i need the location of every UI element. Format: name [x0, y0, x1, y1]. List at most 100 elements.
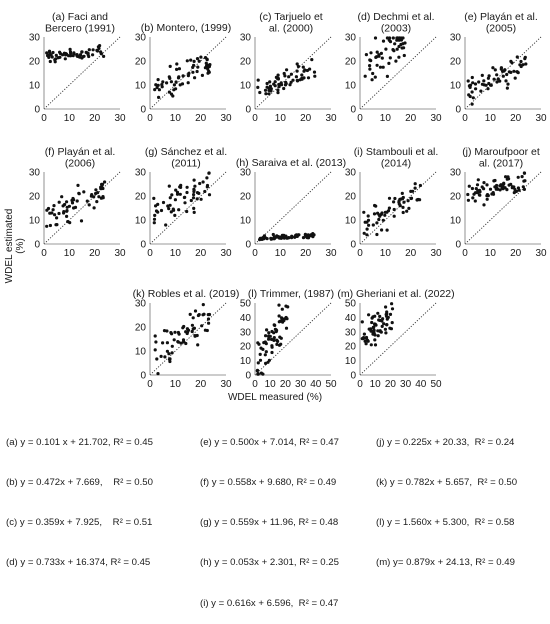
panel-m-data-point	[362, 332, 366, 336]
panel-m-y-tick-label: 0	[350, 371, 356, 382]
panel-i-data-point	[383, 213, 387, 217]
panel-m-y-tick-label: 40	[345, 313, 357, 324]
panel-m-data-point	[390, 321, 394, 325]
panel-g-data-point	[178, 192, 182, 196]
panel-b-data-point	[181, 74, 185, 78]
panel-f-x-tick-label: 10	[64, 248, 76, 259]
panel-c-y-tick-label: 10	[240, 81, 252, 92]
panel-e-data-point	[513, 76, 517, 80]
panel-d-data-point	[388, 36, 392, 40]
panel-f-x-tick-label: 0	[41, 248, 47, 259]
panel-b-data-point	[195, 69, 199, 74]
panel-a-data-point	[99, 50, 103, 54]
panel-a-data-point	[47, 55, 51, 60]
panel-j-data-point	[504, 175, 508, 179]
panel-m-x-tick-label: 0	[357, 379, 363, 390]
panel-j-data-point	[482, 181, 486, 185]
panel-g-data-point	[205, 176, 209, 180]
panel-g-data-point	[164, 223, 168, 227]
panel-g-x-tick-label: 10	[170, 248, 182, 259]
panel-b-data-point	[206, 67, 210, 71]
panel-d-data-point	[402, 53, 406, 58]
panel-a-data-point	[59, 52, 63, 56]
panel-h-x-tick-label: 10	[275, 248, 287, 259]
panel-a-data-point	[78, 53, 83, 57]
panel-m-data-point	[380, 324, 384, 328]
panel-g-data-point	[161, 200, 166, 205]
panel-m-data-point	[373, 314, 377, 318]
panel-m-data-point	[384, 331, 388, 335]
panel-e-data-point	[501, 74, 505, 78]
panel-c-data-point	[294, 75, 298, 79]
panel-k-data-point	[167, 357, 172, 361]
panel-c-data-point	[265, 81, 269, 86]
panel-i-y-tick-label: 0	[350, 240, 356, 251]
panel-e-x-tick-label: 30	[535, 113, 547, 124]
panel-l-data-point	[272, 338, 276, 342]
panel-c-data-point	[282, 86, 286, 91]
panel-d-data-point	[381, 39, 386, 43]
panel-j-data-point	[516, 175, 520, 179]
panel-j-data-point	[485, 183, 489, 187]
panel-k-data-point	[161, 341, 165, 345]
panel-l-data-point	[284, 326, 289, 330]
panel-e-data-point	[506, 82, 510, 86]
panel-m-data-point	[388, 312, 393, 316]
panel-b-data-point	[203, 66, 207, 70]
panel-f-data-point	[57, 211, 61, 216]
panel-c-data-point	[256, 78, 260, 82]
panel-m-data-point	[366, 339, 370, 343]
panel-e-data-point	[504, 79, 508, 83]
panel-g-x-tick-label: 30	[220, 248, 232, 259]
equation-j: (j) y = 0.225x + 20.33, R² = 0.24	[376, 436, 515, 448]
panel-c-data-point	[306, 76, 311, 80]
panel-j-y-tick-label: 30	[450, 168, 462, 179]
panel-l-data-point	[264, 350, 268, 354]
panel-i-data-point	[392, 207, 396, 212]
panel-k-data-point	[170, 344, 174, 348]
panel-h-data-point	[287, 236, 291, 240]
panel-k-data-point	[184, 341, 188, 346]
equation-k: (k) y = 0.782x + 5.657, R² = 0.50	[376, 477, 518, 489]
panel-k-data-point	[181, 326, 185, 330]
panel-j-x-tick-label: 30	[535, 248, 547, 259]
panel-e-data-point	[482, 79, 486, 83]
panel-d-data-point	[391, 48, 395, 52]
panel-c-data-point	[313, 74, 317, 78]
panel-h-data-point	[282, 233, 286, 237]
panel-l-data-point	[264, 361, 268, 365]
panel-l-x-tick-label: 50	[325, 379, 337, 390]
panel-m-data-point	[378, 314, 382, 318]
panel-m-data-point	[383, 327, 387, 331]
panel-m-x-tick-label: 50	[430, 379, 442, 390]
panel-f-data-point	[101, 186, 105, 191]
panel-j-data-point	[509, 182, 513, 186]
panel-b-data-point	[167, 90, 171, 94]
panel-l-data-point	[265, 328, 269, 332]
panel-g-data-point	[183, 201, 187, 205]
panel-g-data-point	[177, 208, 181, 212]
panel-c-data-point	[295, 69, 299, 73]
panel-f-data-point	[92, 206, 96, 210]
panel-k-y-tick-label: 10	[135, 347, 147, 358]
panel-b-data-point	[185, 59, 189, 63]
panel-c-data-point	[277, 85, 281, 89]
panel-i-data-point	[413, 182, 417, 186]
panel-k-data-point	[195, 333, 199, 338]
panel-e-data-point	[523, 57, 527, 61]
panel-a-x-tick-label: 10	[64, 113, 76, 124]
panel-k-data-point	[162, 329, 167, 333]
panel-i-y-tick-label: 30	[345, 168, 357, 179]
panel-g-data-point	[192, 206, 196, 210]
panel-j-data-point	[485, 194, 489, 198]
x-axis-label: WDEL measured (%)	[227, 392, 323, 403]
panel-g-data-point	[182, 195, 186, 200]
panel-c-data-point	[276, 73, 280, 77]
panel-i-data-point	[362, 210, 366, 214]
panel-a-data-point	[68, 47, 72, 52]
panel-d-data-point	[379, 51, 383, 56]
panel-g-data-point	[170, 193, 174, 197]
panel-m-data-point	[372, 325, 376, 330]
panel-g-data-point	[189, 198, 193, 203]
panel-c-data-point	[300, 73, 304, 77]
